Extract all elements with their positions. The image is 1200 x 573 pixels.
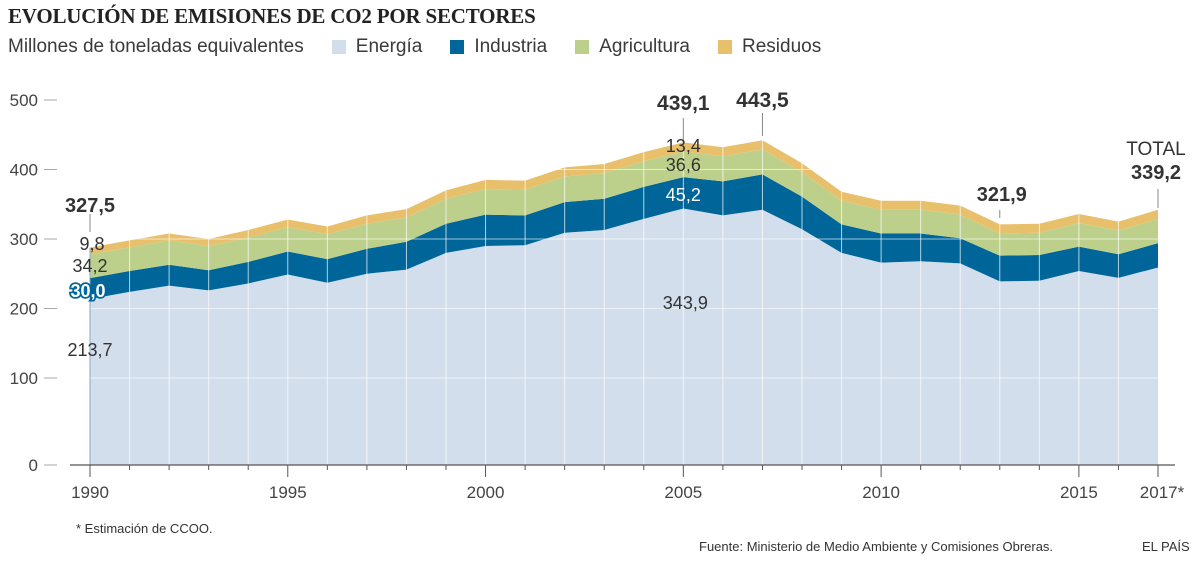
legend-item-agricultura: Agricultura	[575, 36, 690, 58]
total-label-2005: 439,1	[657, 92, 710, 115]
footnote: * Estimación de CCOO.	[76, 521, 213, 536]
total-label-2013: 321,9	[977, 184, 1027, 206]
agricultura-label-2005: 36,6	[666, 155, 701, 175]
area-layers	[90, 140, 1158, 465]
x-tick-label: 2015	[1060, 483, 1098, 502]
industria-label-2005: 45,2	[666, 185, 701, 205]
total-label-2017: 339,2	[1131, 162, 1181, 184]
legend-label-energia: Energía	[355, 36, 423, 57]
x-tick-label: 2000	[467, 483, 505, 502]
y-axis: 0 100 200 300 400 500	[10, 91, 57, 475]
y-tick-label: 300	[10, 230, 38, 249]
legend-swatch-residuos	[718, 40, 733, 54]
total-label-2007: 443,5	[736, 89, 789, 112]
area-agricultura	[90, 149, 1158, 279]
legend-swatch-agricultura	[575, 40, 590, 54]
y-tick-label: 100	[10, 369, 38, 388]
industria-label-1990: 30,0	[70, 281, 105, 301]
legend-label-agricultura: Agricultura	[599, 36, 691, 57]
legend-label-residuos: Residuos	[742, 36, 822, 57]
x-tick-label: 1990	[71, 483, 109, 502]
legend-label-industria: Industria	[474, 36, 548, 57]
annotations: 327,5 9,834,2 30,0 213,7 439,1 13,436,6 45,2 34…	[65, 89, 1186, 360]
y-tick-label: 0	[29, 456, 38, 475]
energia-label-2005: 343,9	[663, 293, 708, 313]
total-label-1990: 327,5	[65, 195, 115, 217]
area-residuos	[90, 140, 1158, 255]
residuos-label-1990: 9,8	[79, 234, 104, 254]
legend-item-industria: Industria	[450, 36, 547, 58]
area-industria	[90, 174, 1158, 299]
energia-label-1990: 213,7	[67, 340, 112, 360]
total-caption-2017: TOTAL	[1126, 139, 1185, 160]
agricultura-label-1990: 34,2	[72, 256, 107, 276]
legend-item-energia: Energía	[331, 36, 423, 58]
x-axis: 1990 1995 2000 2005 2010 2015 2017*	[70, 464, 1185, 502]
legend-swatch-industria	[450, 40, 465, 54]
residuos-label-2005: 13,4	[666, 136, 701, 156]
legend-swatch-energia	[331, 40, 346, 54]
subtitle-legend-row: Millones de toneladas equivalentes Energ…	[8, 36, 821, 58]
x-tick-label: 1995	[269, 483, 307, 502]
x-tick-label: 2010	[862, 483, 900, 502]
y-tick-label: 400	[10, 161, 38, 180]
chart-subtitle: Millones de toneladas equivalentes	[8, 36, 304, 57]
legend-item-residuos: Residuos	[718, 36, 821, 58]
source-note: Fuente: Ministerio de Medio Ambiente y C…	[699, 539, 1054, 554]
publisher-credit: EL PAÍS	[1142, 539, 1190, 554]
gridlines	[89, 99, 1158, 465]
x-tick-label: 2017*	[1140, 483, 1185, 502]
x-tick-label: 2005	[664, 483, 702, 502]
chart-title: EVOLUCIÓN DE EMISIONES DE CO2 POR SECTOR…	[8, 4, 536, 28]
y-tick-label: 500	[10, 91, 38, 110]
area-energia	[90, 208, 1158, 465]
y-tick-label: 200	[10, 300, 38, 319]
